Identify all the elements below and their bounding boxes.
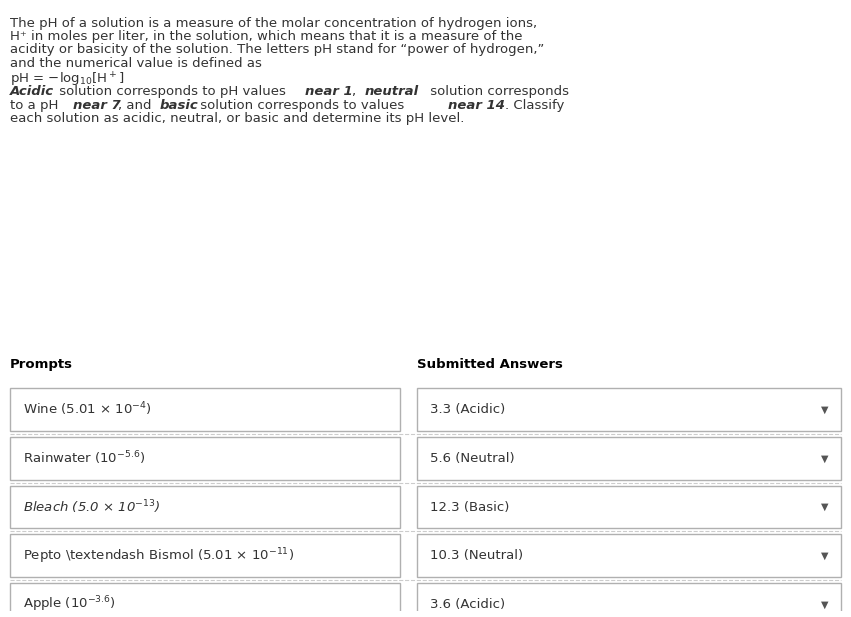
Text: Prompts: Prompts bbox=[10, 358, 73, 371]
FancyBboxPatch shape bbox=[10, 486, 400, 528]
Text: solution corresponds: solution corresponds bbox=[426, 86, 568, 99]
Text: . Classify: . Classify bbox=[505, 99, 564, 112]
FancyBboxPatch shape bbox=[10, 583, 400, 617]
Text: pH = $-$log$_{10}$[H$^+$]: pH = $-$log$_{10}$[H$^+$] bbox=[10, 70, 124, 88]
Text: near 1: near 1 bbox=[305, 86, 353, 99]
Text: Rainwater (10$^{-5.6}$): Rainwater (10$^{-5.6}$) bbox=[23, 449, 145, 467]
Text: 5.6 (Neutral): 5.6 (Neutral) bbox=[430, 452, 514, 465]
Text: ▼: ▼ bbox=[821, 405, 828, 415]
Text: to a pH: to a pH bbox=[10, 99, 62, 112]
Text: ▼: ▼ bbox=[821, 453, 828, 463]
Text: acidity or basicity of the solution. The letters pH stand for “power of hydrogen: acidity or basicity of the solution. The… bbox=[10, 43, 545, 56]
Text: 3.6 (Acidic): 3.6 (Acidic) bbox=[430, 598, 505, 611]
Text: each solution as acidic, neutral, or basic and determine its pH level.: each solution as acidic, neutral, or bas… bbox=[10, 112, 465, 125]
Text: Apple (10$^{-3.6}$): Apple (10$^{-3.6}$) bbox=[23, 595, 116, 615]
Text: 3.3 (Acidic): 3.3 (Acidic) bbox=[430, 403, 505, 416]
Text: Wine (5.01 $\times$ 10$^{-4}$): Wine (5.01 $\times$ 10$^{-4}$) bbox=[23, 400, 151, 418]
Text: solution corresponds to values: solution corresponds to values bbox=[197, 99, 409, 112]
Text: , and: , and bbox=[118, 99, 157, 112]
Text: H⁺ in moles per liter, in the solution, which means that it is a measure of the: H⁺ in moles per liter, in the solution, … bbox=[10, 30, 523, 43]
Text: 10.3 (Neutral): 10.3 (Neutral) bbox=[430, 549, 523, 562]
Text: Bleach (5.0 $\times$ 10$^{-13}$): Bleach (5.0 $\times$ 10$^{-13}$) bbox=[23, 498, 160, 516]
Text: and the numerical value is defined as: and the numerical value is defined as bbox=[10, 57, 262, 70]
Text: Submitted Answers: Submitted Answers bbox=[417, 358, 563, 371]
FancyBboxPatch shape bbox=[417, 437, 841, 479]
FancyBboxPatch shape bbox=[417, 388, 841, 431]
FancyBboxPatch shape bbox=[417, 583, 841, 617]
Text: basic: basic bbox=[159, 99, 198, 112]
Text: ▼: ▼ bbox=[821, 502, 828, 512]
Text: solution corresponds to pH values: solution corresponds to pH values bbox=[54, 86, 290, 99]
FancyBboxPatch shape bbox=[417, 486, 841, 528]
Text: near 14: near 14 bbox=[448, 99, 505, 112]
FancyBboxPatch shape bbox=[10, 388, 400, 431]
Text: 12.3 (Basic): 12.3 (Basic) bbox=[430, 500, 509, 513]
FancyBboxPatch shape bbox=[10, 534, 400, 577]
Text: Pepto \textendash Bismol (5.01 $\times$ 10$^{-11}$): Pepto \textendash Bismol (5.01 $\times$ … bbox=[23, 546, 294, 566]
Text: neutral: neutral bbox=[364, 86, 419, 99]
Text: near 7: near 7 bbox=[73, 99, 121, 112]
Text: ▼: ▼ bbox=[821, 600, 828, 610]
Text: Acidic: Acidic bbox=[10, 86, 54, 99]
FancyBboxPatch shape bbox=[417, 534, 841, 577]
Text: ▼: ▼ bbox=[821, 551, 828, 561]
Text: ,: , bbox=[351, 86, 360, 99]
FancyBboxPatch shape bbox=[10, 437, 400, 479]
Text: The pH of a solution is a measure of the molar concentration of hydrogen ions,: The pH of a solution is a measure of the… bbox=[10, 17, 537, 30]
